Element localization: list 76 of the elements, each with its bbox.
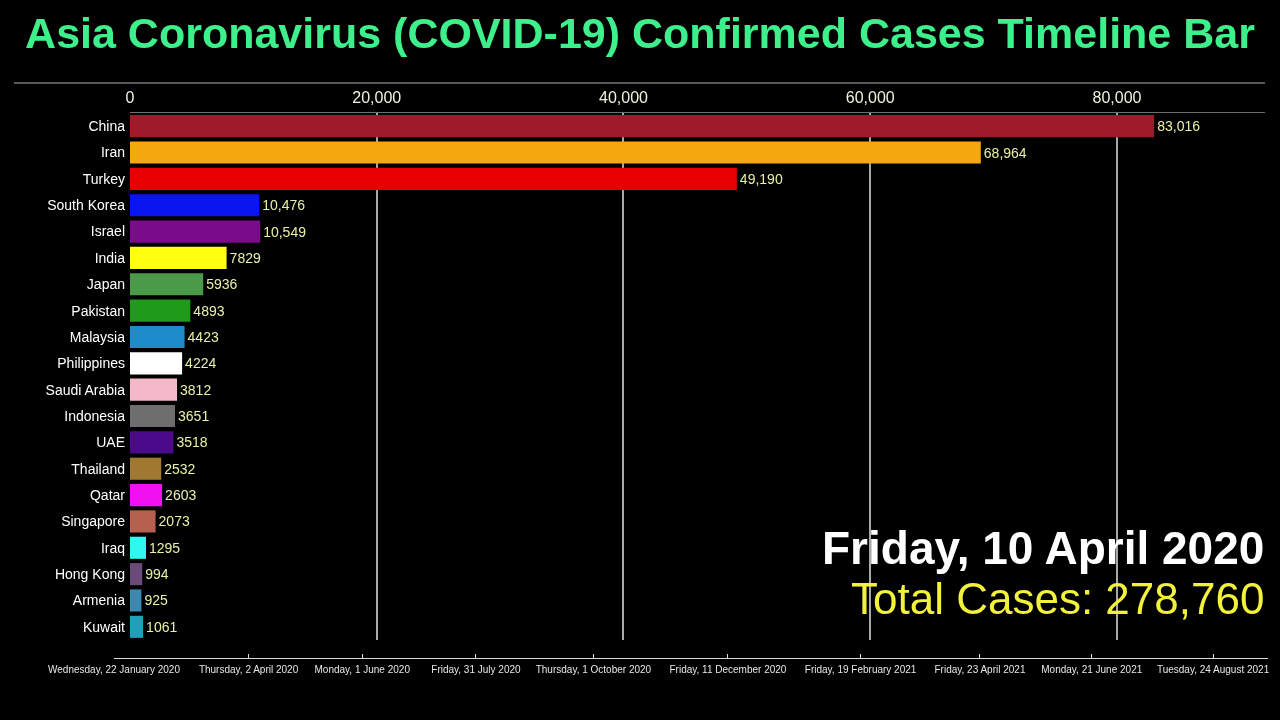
x2-tick-label: Monday, 1 June 2020 <box>314 664 411 675</box>
bar <box>130 431 174 454</box>
bar <box>130 220 261 243</box>
x2-tick-label: Friday, 31 July 2020 <box>431 664 522 675</box>
y-tick-label: Armenia <box>72 592 126 609</box>
x-tick-label: 20,000 <box>352 88 402 106</box>
bar <box>130 299 191 322</box>
data-label: 3812 <box>180 381 212 398</box>
bar <box>130 141 981 164</box>
data-label: 1061 <box>146 618 178 635</box>
x2-tick-label: Wednesday, 22 January 2020 <box>48 664 181 675</box>
data-label: 4224 <box>185 355 217 372</box>
data-label: 49,190 <box>739 170 783 187</box>
y-tick-label: Japan <box>86 276 125 293</box>
y-tick-label: Turkey <box>82 170 125 187</box>
bar <box>130 536 146 559</box>
bar <box>130 325 185 349</box>
y-tick-label: China <box>88 118 126 135</box>
y-tick-label: India <box>94 249 126 266</box>
data-label: 925 <box>144 592 168 609</box>
y-tick-label: Pakistan <box>71 302 125 319</box>
x2-tick-label: Friday, 23 April 2021 <box>934 664 1026 675</box>
x2-tick-label: Thursday, 1 October 2020 <box>535 664 652 675</box>
x2-tick-label: Monday, 21 June 2021 <box>1041 664 1143 675</box>
bar <box>130 378 178 401</box>
bar <box>130 246 227 269</box>
data-label: 2532 <box>164 460 196 477</box>
data-label: 5936 <box>206 276 238 293</box>
bar <box>130 273 204 296</box>
bar <box>130 457 162 480</box>
y-tick-label: Kuwait <box>82 618 126 635</box>
data-label: 3651 <box>178 408 210 425</box>
y-tick-label: Indonesia <box>64 407 126 424</box>
bar <box>130 484 163 507</box>
x-tick-label: 80,000 <box>1092 88 1142 106</box>
data-label: 10,476 <box>262 197 306 214</box>
bar <box>130 404 176 428</box>
data-label: 3518 <box>176 434 208 451</box>
x2-tick-label: Thursday, 2 April 2020 <box>198 664 299 675</box>
data-label: 2073 <box>158 513 190 530</box>
x-tick-label: 60,000 <box>845 88 895 106</box>
data-label: 2603 <box>165 487 197 504</box>
bar <box>130 510 156 533</box>
data-label: 1295 <box>148 539 181 556</box>
x2-tick-label: Tuesday, 24 August 2021 <box>1156 664 1270 675</box>
y-tick-label: Iraq <box>100 539 125 556</box>
x-tick-label: 40,000 <box>599 88 649 106</box>
y-tick-label: Thailand <box>71 460 125 477</box>
bar <box>130 352 183 375</box>
bar <box>130 115 1155 138</box>
data-label: 4423 <box>187 328 219 345</box>
data-label: 83,016 <box>1157 118 1201 135</box>
data-label: 4893 <box>193 302 225 319</box>
x-tick-label: 0 <box>125 88 135 106</box>
data-label: 994 <box>145 566 169 583</box>
data-label: 7829 <box>229 249 261 266</box>
y-tick-label: UAE <box>96 434 125 451</box>
y-tick-label: Philippines <box>57 355 125 372</box>
y-tick-label: Saudi Arabia <box>45 381 126 398</box>
x2-tick-label: Friday, 11 December 2020 <box>669 664 787 675</box>
bar <box>130 194 260 217</box>
bar <box>130 615 144 638</box>
data-label: 10,549 <box>263 223 307 240</box>
y-tick-label: Singapore <box>61 513 126 530</box>
y-tick-label: Qatar <box>89 486 126 503</box>
y-tick-label: South Korea <box>47 197 126 214</box>
bar <box>130 167 737 190</box>
y-tick-label: Israel <box>90 223 125 240</box>
y-tick-label: Hong Kong <box>54 566 125 583</box>
bar <box>130 563 143 586</box>
bar <box>130 589 142 612</box>
y-tick-label: Iran <box>100 144 125 161</box>
chart-title: Asia Coronavirus (COVID-19) Confirmed Cases Timeline Bar <box>25 9 1256 58</box>
data-label: 68,964 <box>983 144 1027 161</box>
x2-tick-label: Friday, 19 February 2021 <box>804 664 917 675</box>
y-tick-label: Malaysia <box>69 328 126 345</box>
